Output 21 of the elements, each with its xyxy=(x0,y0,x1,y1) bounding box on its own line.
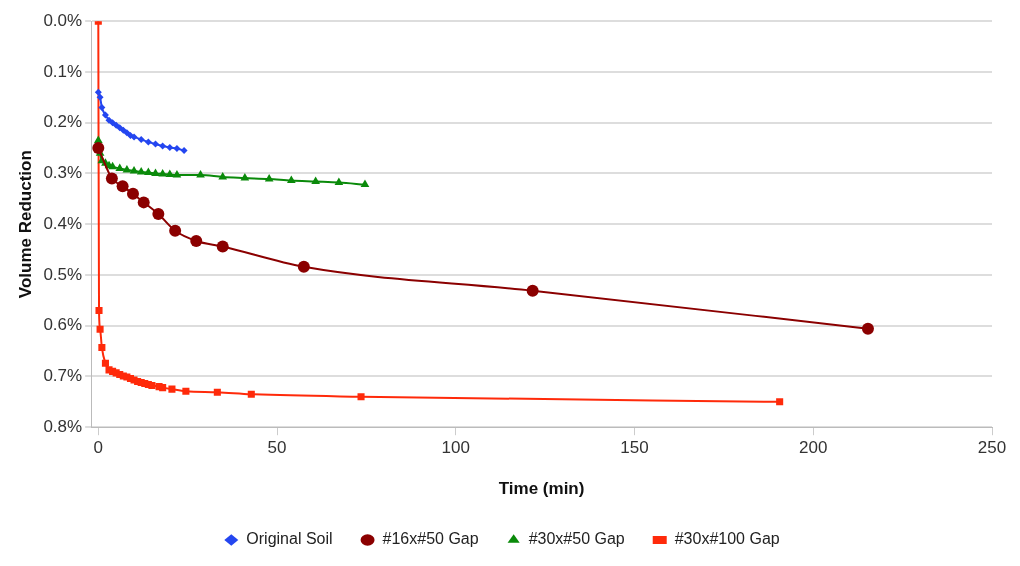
y-tick-label: 0.1% xyxy=(43,61,83,81)
y-tick-label: 0.0% xyxy=(43,10,83,30)
y-tick-label: 0.2% xyxy=(43,112,83,132)
y-tick-label: 0.4% xyxy=(43,213,83,233)
y-tick-label: 0.5% xyxy=(43,264,83,284)
x-tick-label: 250 xyxy=(977,438,1007,458)
x-tick-label: 0 xyxy=(93,438,104,458)
legend-label: Original Soil xyxy=(246,530,333,548)
legend-label: #30x#50 Gap xyxy=(528,530,625,548)
y-tick-label: 0.6% xyxy=(43,315,83,335)
legend-label: #16x#50 Gap xyxy=(382,530,479,548)
x-tick-label: 100 xyxy=(441,438,470,458)
legend-label: #30x#100 Gap xyxy=(674,530,780,548)
x-tick-label: 150 xyxy=(620,438,649,458)
x-tick-label: 200 xyxy=(799,438,828,458)
y-tick-label: 0.8% xyxy=(43,416,83,436)
y-tick-label: 0.7% xyxy=(43,366,83,386)
y-axis-title: Volume Reduction xyxy=(15,150,35,299)
x-tick-label: 50 xyxy=(267,438,287,458)
y-tick-label: 0.3% xyxy=(43,163,83,183)
x-axis-title: Time (min) xyxy=(498,479,585,499)
